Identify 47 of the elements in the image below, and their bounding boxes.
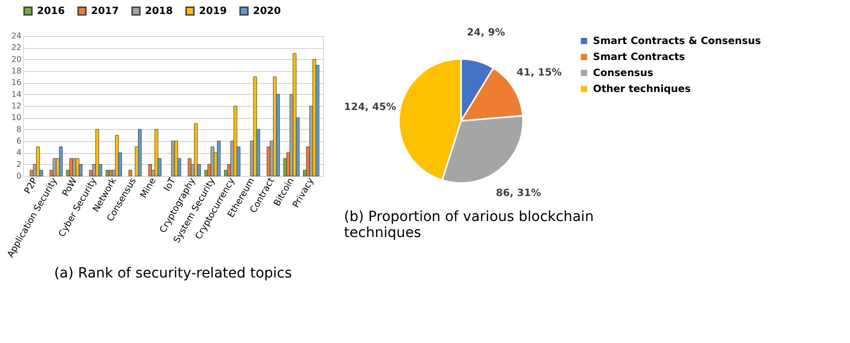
bar bbox=[216, 140, 221, 176]
legend-label: 2020 bbox=[253, 6, 281, 18]
bar bbox=[115, 134, 119, 176]
data-label: 86, 31% bbox=[496, 188, 541, 199]
data-label: 24, 9% bbox=[466, 27, 506, 38]
bar bbox=[234, 106, 238, 176]
bar bbox=[108, 170, 112, 176]
y-tick-label: 10 bbox=[11, 113, 22, 122]
bar bbox=[171, 140, 175, 176]
y-tick-label: 8 bbox=[16, 124, 22, 134]
bar bbox=[148, 164, 152, 176]
text: (b) Proportion of various blockchain techniques bbox=[344, 209, 594, 241]
bar bbox=[188, 158, 192, 176]
data-label: 41, 15% bbox=[516, 68, 562, 79]
bar bbox=[253, 76, 257, 176]
bar bbox=[292, 53, 296, 176]
legend-label: Smart Contracts bbox=[593, 52, 686, 63]
y-tick-label: 2 bbox=[16, 160, 22, 169]
bar bbox=[76, 158, 80, 176]
bar bbox=[59, 146, 63, 176]
bar bbox=[52, 158, 56, 176]
text: (a) Rank of security-related topics bbox=[54, 266, 292, 282]
legend-label: Consensus bbox=[593, 68, 654, 79]
legend-label: Smart Contracts & Consensus bbox=[593, 36, 761, 47]
legend-label: 2016 bbox=[37, 6, 65, 18]
bar bbox=[154, 129, 158, 176]
legend-label: 2017 bbox=[91, 6, 119, 18]
y-tick-label: 6 bbox=[16, 136, 22, 146]
bar bbox=[95, 129, 100, 176]
y-tick-label: 22 bbox=[11, 43, 22, 52]
y-tick-label: 16 bbox=[11, 78, 22, 88]
y-tick-label: 24 bbox=[11, 32, 22, 40]
bar bbox=[138, 129, 142, 176]
y-tick-label: 18 bbox=[11, 66, 22, 76]
data-label: 124, 45% bbox=[344, 102, 396, 113]
y-tick-label: 20 bbox=[11, 54, 22, 64]
y-tick-label: 12 bbox=[11, 102, 22, 110]
legend-label: 2018 bbox=[145, 6, 173, 18]
y-tick-label: 14 bbox=[11, 90, 22, 99]
y-tick-label: 0 bbox=[16, 172, 22, 180]
bar bbox=[174, 140, 178, 176]
legend-label: 2019 bbox=[199, 6, 227, 18]
legend-label: Other techniques bbox=[593, 84, 691, 95]
bar bbox=[194, 123, 198, 176]
bar bbox=[128, 170, 132, 176]
bar bbox=[36, 146, 40, 176]
y-tick-label: 4 bbox=[16, 148, 22, 158]
